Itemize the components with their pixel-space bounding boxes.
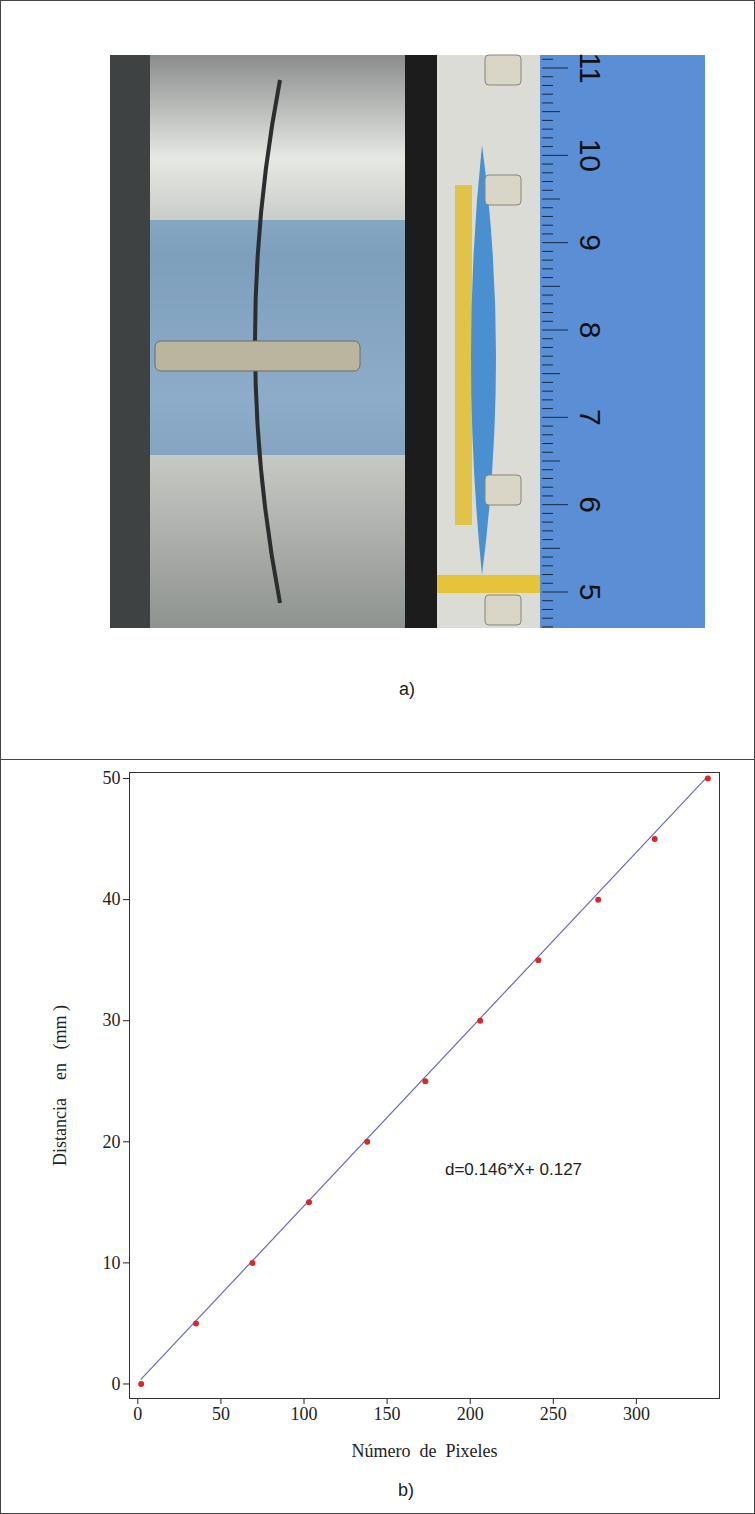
svg-text:Número de Pixeles: Número de Pixeles xyxy=(352,1441,498,1461)
svg-text:40: 40 xyxy=(103,889,121,909)
svg-text:250: 250 xyxy=(540,1404,567,1424)
svg-text:7: 7 xyxy=(574,409,607,426)
svg-text:d=0.146*X+ 0.127: d=0.146*X+ 0.127 xyxy=(445,1160,582,1179)
svg-text:0: 0 xyxy=(112,1374,121,1394)
svg-text:10: 10 xyxy=(103,1253,121,1273)
svg-text:0: 0 xyxy=(133,1404,142,1424)
svg-text:a): a) xyxy=(399,679,415,699)
svg-text:50: 50 xyxy=(212,1404,230,1424)
svg-text:50: 50 xyxy=(103,768,121,788)
svg-text:Distancia en (mm ): Distancia en (mm ) xyxy=(50,1005,71,1166)
svg-text:10: 10 xyxy=(574,139,607,172)
svg-text:30: 30 xyxy=(103,1010,121,1030)
svg-text:8: 8 xyxy=(574,322,607,339)
svg-text:200: 200 xyxy=(457,1404,484,1424)
html-text:b): b) xyxy=(398,1480,414,1500)
svg-text:5: 5 xyxy=(574,584,607,601)
svg-text:150: 150 xyxy=(374,1404,401,1424)
svg-text:6: 6 xyxy=(574,496,607,513)
svg-text:300: 300 xyxy=(623,1404,650,1424)
svg-text:20: 20 xyxy=(103,1132,121,1152)
svg-text:100: 100 xyxy=(291,1404,318,1424)
svg-text:9: 9 xyxy=(574,234,607,251)
svg-text:11: 11 xyxy=(574,52,607,83)
